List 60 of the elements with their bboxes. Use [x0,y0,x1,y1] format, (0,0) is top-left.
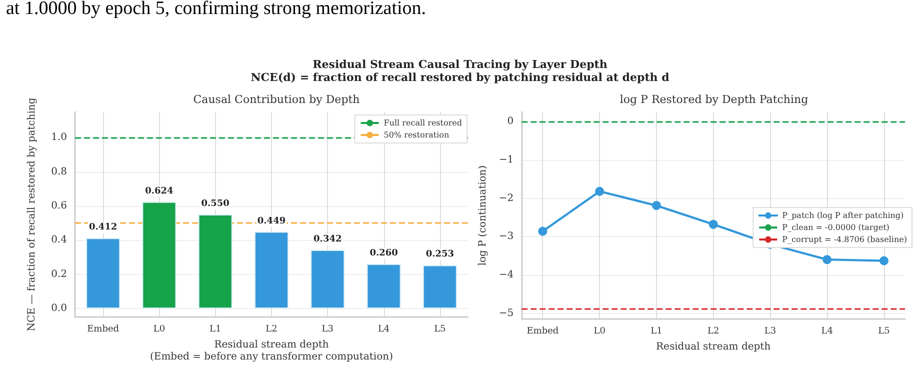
x-tick-label: L5 [878,326,890,336]
data-label: 0.253 [426,250,454,260]
x-tick-label: L5 [434,324,446,334]
x-tick-label: L0 [594,326,606,336]
bar [254,232,288,308]
chart-title: Causal Contribution by Depth [193,93,360,106]
point [538,226,548,236]
chart-title: log P Restored by Depth Patching [620,93,808,106]
legend-label: P_patch (log P after patching) [782,211,904,220]
y-tick-label: 0.4 [51,234,67,246]
x-tick-label: Embed [87,324,120,334]
bar [86,238,120,308]
y-tick-label: 0.8 [51,166,67,178]
x-tick-label: L2 [707,326,720,336]
x-tick-label: L1 [650,326,662,336]
bar [198,214,232,308]
text: Residual Stream Causal Tracing by Layer Depth [312,58,608,71]
x-axis-title: Residual stream depth (Embed = before any transformer computation) [150,339,394,362]
y-axis-title: NCE — fraction of recall restored by patching [26,97,38,332]
y-tick-label: 0.6 [51,200,67,212]
point [652,201,661,210]
x-axis-title: Residual stream depth [656,341,772,352]
x-tick-label: Embed [526,326,559,336]
x-tick-label: L1 [210,324,222,334]
x-tick-label: L4 [378,324,390,334]
point [708,220,718,229]
bar [422,265,457,308]
y-tick-label: −5 [498,308,514,319]
x-tick-label: L3 [764,326,776,336]
legend-label: Full recall restored [384,118,462,128]
x-tick-label: L4 [821,326,834,336]
x-tick-label: L2 [266,324,278,334]
data-label: 0.412 [88,222,118,233]
x-tick-label: L3 [322,324,334,334]
legend-label: P_clean = -0.0000 (target) [782,223,890,232]
y-tick-label: 1.0 [51,132,67,144]
point [595,186,604,196]
data-label: 0.550 [201,199,230,209]
x-tick-label: L0 [153,324,166,334]
y-tick-label: −2 [498,192,514,204]
text: at 1.0000 by epoch 5, confirming strong memorization. [6,0,426,20]
legend-label: P_corrupt = -4.8706 (baseline) [782,235,908,244]
text: NCE(d) = fraction of recall restored by patching residual at depth d [250,71,670,84]
y-tick-label: 0.0 [51,302,67,314]
data-label: 0.624 [145,186,174,196]
y-axis-title: log P (continuation) [478,165,488,266]
bar [366,264,401,308]
bar [142,202,176,308]
y-tick-label: −1 [498,154,514,166]
data-label: 0.342 [314,234,342,245]
point [822,255,832,264]
y-tick-label: −3 [498,231,514,242]
data-label: 0.449 [257,216,286,226]
bar [310,250,345,308]
data-label: 0.260 [370,248,398,259]
legend-label: 50% restoration [384,130,450,140]
y-tick-label: 0.2 [51,268,67,280]
y-tick-label: −4 [498,269,514,280]
point [879,256,888,266]
y-tick-label: 0 [507,116,514,128]
